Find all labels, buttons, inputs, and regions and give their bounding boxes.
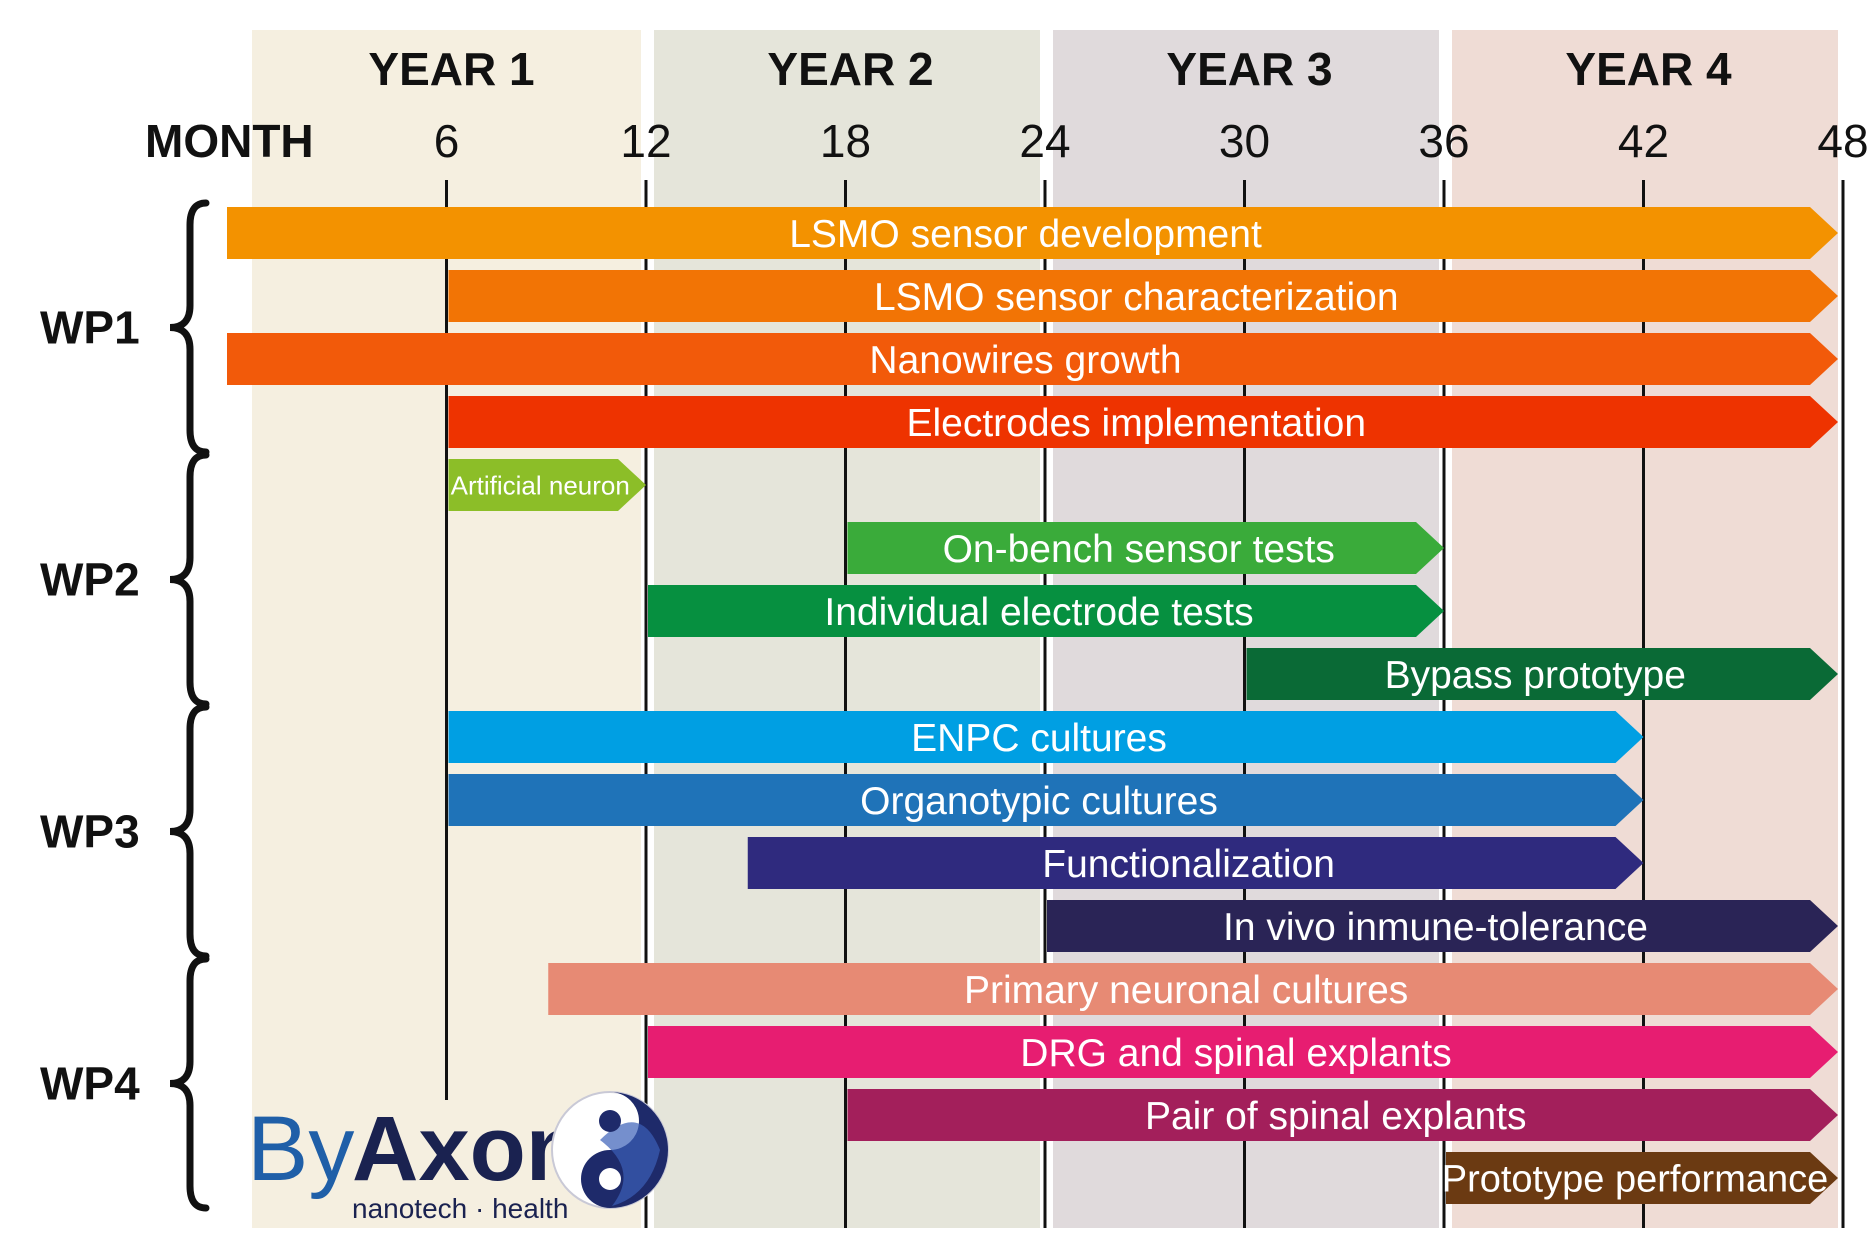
yin-yang-icon (551, 1091, 669, 1209)
wp-label: WP2 (40, 554, 140, 606)
task-label: Primary neuronal cultures (964, 969, 1408, 1012)
task-label: Bypass prototype (1385, 654, 1686, 697)
task-bar-shape (448, 270, 1838, 322)
month-tick-label: 12 (620, 115, 671, 167)
task-bar-shape (448, 459, 646, 511)
logo-by-text: By (247, 1098, 354, 1200)
task-label: ENPC cultures (911, 717, 1167, 760)
task-label: Individual electrode tests (824, 591, 1253, 634)
wp-brace (169, 703, 210, 960)
task-label: Functionalization (1042, 843, 1335, 886)
task-label: Pair of spinal explants (1145, 1095, 1527, 1138)
month-tick-label: 42 (1618, 115, 1669, 167)
month-tick-label: 6 (434, 115, 460, 167)
wp-label: WP1 (40, 302, 140, 354)
task-label: Prototype performance (1442, 1159, 1829, 1201)
task-bar-shape (548, 963, 1838, 1015)
year-labels: YEAR 1 YEAR 2 YEAR 3 YEAR 4 (368, 43, 1732, 95)
year-label: YEAR 3 (1166, 43, 1332, 95)
task-bar: Nanowires growth (227, 333, 1838, 385)
task-bar: LSMO sensor characterization (448, 270, 1838, 322)
task-bars: LSMO sensor development LSMO sensor chara… (227, 207, 1838, 1204)
month-axis-label: MONTH (145, 115, 314, 167)
task-bar: ENPC cultures (448, 711, 1644, 763)
task-bar-shape (648, 1026, 1838, 1078)
task-bar: Functionalization (747, 837, 1644, 889)
byaxon-logo: By Axon nanotech · health (247, 1091, 669, 1224)
task-bar: Electrodes implementation (448, 396, 1838, 448)
month-tick-labels: 6 12 18 24 30 36 42 48 (434, 115, 1869, 167)
task-label: In vivo inmune-tolerance (1223, 906, 1648, 949)
task-bar-shape (448, 711, 1644, 763)
wp-label: WP3 (40, 806, 140, 858)
logo-tagline: nanotech · health (352, 1193, 568, 1224)
task-label: Artificial neuron (451, 470, 630, 500)
task-label: Nanowires growth (869, 339, 1181, 382)
task-bar: In vivo inmune-tolerance (1047, 900, 1838, 952)
task-bar-shape (227, 207, 1838, 259)
task-label: Electrodes implementation (906, 402, 1366, 445)
task-bar: On-bench sensor tests (847, 522, 1444, 574)
task-bar-shape (847, 1089, 1838, 1141)
task-label: On-bench sensor tests (943, 528, 1335, 571)
year-label: YEAR 2 (767, 43, 933, 95)
task-bar: Artificial neuron (448, 459, 646, 511)
month-tick-label: 48 (1817, 115, 1868, 167)
logo-axon-text: Axon (352, 1098, 582, 1200)
task-bar: Individual electrode tests (648, 585, 1444, 637)
task-bar: Primary neuronal cultures (548, 963, 1838, 1015)
year-label: YEAR 4 (1565, 43, 1732, 95)
task-bar-shape (648, 585, 1444, 637)
work-package-groups: WP1 WP2 WP3 WP4 (40, 199, 210, 1212)
task-bar-shape (1047, 900, 1838, 952)
task-bar-shape (227, 333, 1838, 385)
task-label: LSMO sensor development (789, 213, 1262, 256)
task-bar: DRG and spinal explants (648, 1026, 1838, 1078)
task-bar: Pair of spinal explants (847, 1089, 1838, 1141)
task-bar-shape (1446, 1152, 1838, 1204)
task-bar-shape (1246, 648, 1838, 700)
wp-brace (169, 955, 210, 1212)
month-tick-label: 24 (1019, 115, 1070, 167)
task-bar: LSMO sensor development (227, 207, 1838, 259)
task-bar-shape (448, 396, 1838, 448)
wp-brace (169, 451, 210, 708)
task-bar: Organotypic cultures (448, 774, 1644, 826)
task-bar-shape (747, 837, 1644, 889)
wp-label: WP4 (40, 1058, 140, 1110)
month-tick-label: 36 (1418, 115, 1469, 167)
task-label: LSMO sensor characterization (874, 276, 1399, 319)
task-label: DRG and spinal explants (1020, 1032, 1451, 1075)
task-bar-shape (847, 522, 1444, 574)
task-bar-shape (448, 774, 1644, 826)
task-bar: Prototype performance (1442, 1152, 1838, 1204)
task-label: Organotypic cultures (860, 780, 1218, 823)
month-tick-label: 18 (820, 115, 871, 167)
wp-brace (169, 199, 210, 456)
month-tick-label: 30 (1219, 115, 1270, 167)
task-bar: Bypass prototype (1246, 648, 1838, 700)
year-label: YEAR 1 (368, 43, 534, 95)
